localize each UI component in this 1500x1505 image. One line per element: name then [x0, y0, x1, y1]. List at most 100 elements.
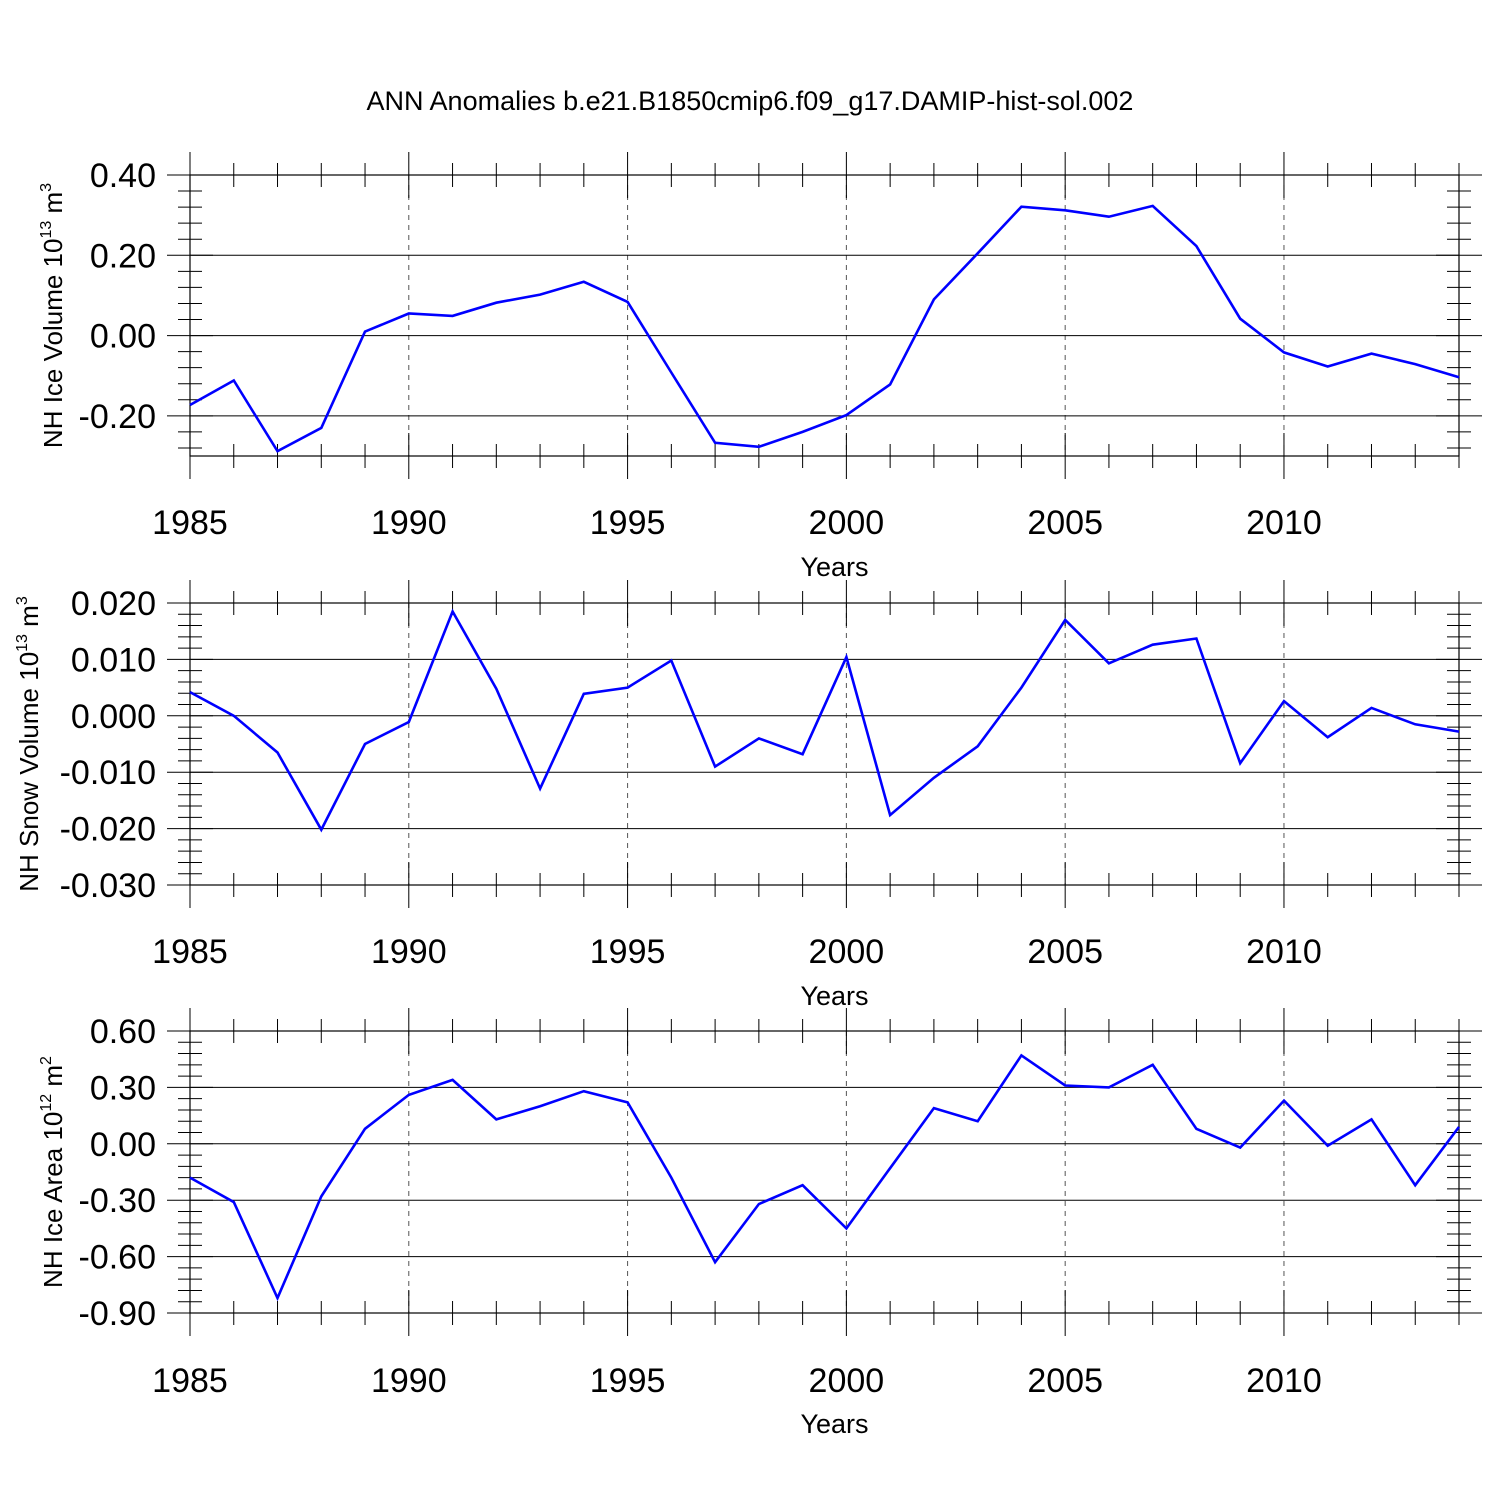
- data-point: [1064, 619, 1066, 621]
- x-tick-label: 2005: [1027, 933, 1103, 971]
- y-tick-label: 0.30: [90, 1069, 156, 1107]
- data-point: [451, 315, 453, 317]
- y-tick-label: 0.40: [90, 157, 156, 195]
- data-point: [408, 312, 410, 314]
- data-point: [1458, 376, 1460, 378]
- data-point: [1108, 216, 1110, 218]
- data-point: [233, 1201, 235, 1203]
- data-point: [889, 814, 891, 816]
- y-tick-label: -0.30: [79, 1182, 157, 1220]
- data-point: [1195, 245, 1197, 247]
- y-axis-title-superscript: 3: [14, 596, 31, 605]
- data-point: [933, 298, 935, 300]
- x-tick-label: 1985: [152, 933, 228, 971]
- data-point: [364, 330, 366, 332]
- y-axis-title-superscript: 13: [14, 634, 31, 652]
- data-point: [233, 379, 235, 381]
- plot-frame: [189, 174, 1460, 457]
- data-point: [801, 753, 803, 755]
- data-point: [1283, 700, 1285, 702]
- data-point: [1458, 730, 1460, 732]
- data-point: [1283, 351, 1285, 353]
- data-point: [845, 1227, 847, 1229]
- y-axis-title: NH Ice Area 1012 m2: [38, 1056, 68, 1288]
- data-point: [1195, 637, 1197, 639]
- y-tick-label: 0.00: [90, 1126, 156, 1164]
- data-point: [1239, 762, 1241, 764]
- data-point: [845, 414, 847, 416]
- data-point: [408, 721, 410, 723]
- data-point: [801, 1184, 803, 1186]
- plot-frame: [189, 1030, 1460, 1314]
- data-point: [889, 1167, 891, 1169]
- data-point: [1195, 1128, 1197, 1130]
- data-point: [1020, 206, 1022, 208]
- data-point: [276, 751, 278, 753]
- data-point: [451, 610, 453, 612]
- data-point: [408, 1094, 410, 1096]
- data-point: [1327, 736, 1329, 738]
- data-point: [1327, 365, 1329, 367]
- y-tick-label: 0.010: [71, 641, 156, 679]
- data-point: [189, 1176, 191, 1178]
- chart-title: ANN Anomalies b.e21.B1850cmip6.f09_g17.D…: [367, 86, 1134, 116]
- x-tick-label: 2000: [809, 504, 885, 542]
- data-point: [583, 693, 585, 695]
- y-tick-label: -0.20: [79, 398, 157, 436]
- y-axis-title-superscript: 12: [38, 1094, 55, 1112]
- data-point: [539, 787, 541, 789]
- y-tick-label: 0.020: [71, 585, 156, 623]
- data-point: [626, 301, 628, 303]
- data-point: [1108, 1086, 1110, 1088]
- y-axis-title-part: NH Snow Volume 10: [14, 652, 44, 892]
- data-point: [714, 765, 716, 767]
- x-tick-label: 2005: [1027, 504, 1103, 542]
- data-point: [758, 1203, 760, 1205]
- data-point: [714, 442, 716, 444]
- y-tick-label: -0.020: [60, 811, 156, 849]
- data-point: [495, 688, 497, 690]
- data-point: [1064, 1084, 1066, 1086]
- data-point: [364, 743, 366, 745]
- series-line-ice-volume: [189, 204, 1460, 453]
- data-point: [1414, 723, 1416, 725]
- data-point: [976, 252, 978, 254]
- data-point: [976, 1120, 978, 1122]
- data-point: [189, 404, 191, 406]
- panel-ice-area: -0.90 -0.60 -0.30 0.00 0.30 0.60 1985 1990 1995 2…: [38, 1008, 1482, 1439]
- data-point: [583, 1090, 585, 1092]
- y-axis-title-part: m: [38, 192, 68, 221]
- data-point: [845, 656, 847, 658]
- y-tick-label: 0.000: [71, 698, 156, 736]
- x-axis-title: Years: [800, 552, 868, 582]
- data-point: [714, 1261, 716, 1263]
- y-axis-title-part: NH Ice Area 10: [38, 1112, 68, 1288]
- data-point: [189, 691, 191, 693]
- data-point: [801, 431, 803, 433]
- data-point: [1239, 318, 1241, 320]
- data-point: [758, 446, 760, 448]
- panel-snow-volume: -0.030 -0.020 -0.010 0.000 0.010 0.020 1985 199…: [14, 580, 1482, 1011]
- panel-ice-volume: -0.20 0.00 0.20 0.40 1985 1990 1995 2000 2005 201…: [38, 152, 1482, 582]
- x-tick-label: 2000: [809, 933, 885, 971]
- data-point: [670, 659, 672, 661]
- data-point: [1151, 1064, 1153, 1066]
- data-point: [1414, 363, 1416, 365]
- y-tick-label: -0.030: [60, 867, 156, 905]
- x-tick-label: 2010: [1246, 504, 1322, 542]
- x-tick-label: 2000: [809, 1362, 885, 1400]
- x-tick-label: 2010: [1246, 933, 1322, 971]
- plot-frame: [189, 602, 1460, 886]
- data-point: [451, 1079, 453, 1081]
- y-tick-label: 0.60: [90, 1013, 156, 1051]
- data-point: [976, 745, 978, 747]
- x-tick-label: 2010: [1246, 1362, 1322, 1400]
- data-point: [320, 829, 322, 831]
- x-tick-label: 1995: [590, 1362, 666, 1400]
- y-axis-title: NH Snow Volume 1013 m3: [14, 596, 44, 892]
- y-tick-label: 0.20: [90, 237, 156, 275]
- data-point: [933, 777, 935, 779]
- data-point: [1327, 1144, 1329, 1146]
